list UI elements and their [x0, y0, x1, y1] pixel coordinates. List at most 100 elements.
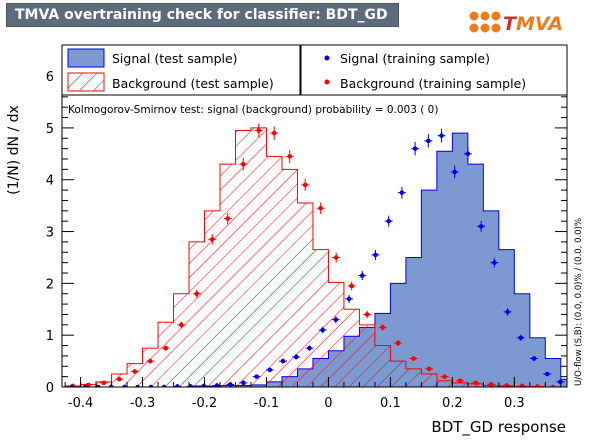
signal-train-point	[161, 384, 167, 387]
y-tick-label: 6	[46, 70, 54, 85]
x-tick-label: 0.1	[380, 396, 401, 411]
signal-train-point	[478, 224, 484, 229]
legend-background-train-label: Background (training sample)	[340, 76, 526, 91]
signal-train-point	[452, 169, 458, 175]
background-train-point	[349, 283, 354, 289]
background-train-point	[411, 356, 416, 361]
ks-test-text: Kolmogorov-Smirnov test: signal (backgro…	[68, 104, 438, 116]
background-train-point	[488, 382, 494, 387]
background-train-point	[256, 128, 262, 133]
x-axis-label: BDT_GD response	[431, 418, 566, 437]
background-train-point	[132, 369, 138, 374]
signal-train-point	[465, 151, 471, 157]
background-train-point	[473, 380, 478, 386]
background-train-point	[380, 325, 385, 330]
x-tick-label: -0.3	[130, 396, 155, 411]
background-train-point	[519, 383, 525, 387]
background-train-point	[240, 161, 246, 167]
background-train-point	[209, 237, 215, 242]
background-train-point	[504, 383, 509, 387]
signal-train-point	[69, 384, 75, 387]
overflow-text: U/O-flow (S,B): (0.0, 0.0)% / (0.0, 0.0)…	[574, 218, 584, 386]
signal-train-point	[544, 371, 550, 377]
background-train-point	[287, 154, 293, 159]
signal-train-point	[135, 384, 141, 387]
background-train-point	[333, 255, 339, 260]
legend-signal-train-label: Signal (training sample)	[340, 51, 490, 66]
signal-train-point	[359, 273, 365, 278]
background-train-point	[302, 182, 308, 188]
legend: Signal (test sample) Background (test sa…	[61, 44, 568, 96]
background-train-point	[163, 345, 169, 351]
x-tick-label: -0.4	[68, 396, 93, 411]
signal-train-point	[333, 317, 339, 322]
background-train-point	[442, 374, 447, 379]
legend-background-test-swatch	[67, 72, 105, 92]
signal-train-point	[412, 146, 418, 151]
chart-title-box: TMVA overtraining check for classifier: …	[6, 3, 399, 27]
signal-train-point	[373, 252, 378, 258]
y-tick-label: 0	[46, 381, 54, 396]
signal-train-point	[386, 218, 391, 224]
y-tick-label: 3	[46, 226, 54, 241]
signal-train-point	[346, 296, 352, 302]
y-tick-label: 1	[46, 329, 54, 344]
signal-train-point	[148, 384, 154, 387]
tmva-logo-rest: MVA	[515, 13, 563, 35]
signal-train-point	[241, 380, 246, 386]
signal-train-point	[175, 384, 180, 387]
signal-train-point	[254, 374, 259, 379]
signal-train-point	[320, 327, 325, 333]
legend-background-test-label: Background (test sample)	[112, 76, 274, 91]
x-tick-label: 0	[324, 396, 332, 411]
y-tick-label: 4	[46, 174, 54, 189]
tmva-logo-dots-icon	[469, 11, 501, 33]
background-train-point	[550, 384, 556, 387]
background-train-point	[318, 205, 323, 211]
signal-train-point	[214, 383, 220, 387]
signal-train-point	[201, 383, 207, 387]
legend-signal-test-swatch	[67, 48, 105, 68]
x-tick-label: -0.2	[192, 396, 217, 411]
y-axis-label: (1/N) dN / dx	[6, 105, 22, 195]
background-train-point	[178, 322, 184, 328]
x-tick-label: 0.2	[442, 396, 463, 411]
chart-title: TMVA overtraining check for classifier: …	[15, 7, 388, 23]
signal-train-point	[293, 354, 299, 360]
legend-box-2	[300, 44, 568, 96]
background-train-point	[194, 291, 200, 297]
signal-train-point	[492, 260, 497, 265]
background-train-point	[535, 384, 540, 387]
x-tick-label: -0.1	[254, 396, 279, 411]
background-train-point	[117, 376, 122, 382]
signal-train-point	[227, 382, 233, 387]
background-train-point	[271, 130, 277, 136]
signal-train-point	[558, 379, 563, 385]
signal-train-point	[307, 345, 312, 351]
signal-train-point	[267, 367, 273, 373]
legend-signal-test-label: Signal (test sample)	[112, 51, 238, 66]
tmva-logo-text: TMVA	[503, 13, 563, 35]
signal-train-point	[399, 190, 405, 195]
background-train-point	[395, 340, 401, 346]
background-train-point	[225, 216, 231, 221]
signal-train-point	[531, 356, 537, 361]
y-tick-label: 5	[46, 122, 54, 137]
signal-train-point	[439, 133, 444, 138]
tmva-logo: TMVA	[468, 10, 580, 40]
tmva-logo-t: T	[503, 13, 516, 35]
background-train-point	[147, 358, 153, 364]
signal-train-point	[95, 384, 101, 387]
signal-train-point	[82, 384, 88, 387]
background-train-point	[457, 378, 463, 384]
signal-train-point	[426, 138, 431, 144]
signal-train-point	[518, 335, 524, 341]
legend-signal-train-marker	[324, 55, 330, 61]
signal-train-point	[505, 309, 510, 315]
background-train-point	[364, 312, 370, 317]
signal-train-point	[122, 384, 127, 387]
y-tick-label: 2	[46, 277, 54, 292]
x-tick-label: 0.3	[504, 396, 525, 411]
background-train-point	[86, 382, 91, 387]
